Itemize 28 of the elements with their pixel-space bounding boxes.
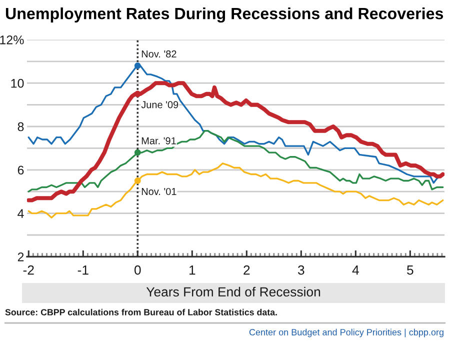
x-tick-label: 2 [244, 265, 250, 275]
source-note: Source: CBPP calculations from Bureau of Labor Statistics data. [5, 308, 277, 316]
x-tick-label: 1 [189, 266, 196, 275]
x-tick-label: 5 [407, 266, 414, 275]
x-tick-label: -1 [78, 266, 88, 275]
chart-title: Unemployment Rates During Recessions and Recoveries [6, 7, 444, 23]
text: Center on Budget and Policy Priorities | cbpp.org [249, 328, 444, 338]
y-tick-label: 2 [18, 252, 24, 262]
line-series [27, 81, 444, 202]
point [134, 62, 141, 69]
point [134, 149, 141, 156]
x-tick-label: -2 [23, 265, 34, 275]
y-tick-label: 10 [11, 78, 24, 88]
y-tick-label: 4 [18, 209, 24, 218]
y-tick-label: 6 [18, 166, 24, 175]
series-label: Nov. '82 [142, 50, 176, 58]
y-tick-label: 12% [0, 36, 24, 44]
y-tick-label: 8 [18, 122, 24, 132]
x-tick-label: 3 [298, 265, 304, 275]
series-label: June '09 [141, 101, 178, 108]
point [134, 178, 141, 184]
line-series [28, 162, 444, 218]
series-label: Mar. '91 [142, 137, 176, 144]
x-tick-label: 4 [352, 266, 359, 275]
x-axis-title: Years From End of Recession [146, 286, 320, 297]
series-label: Nov. '01 [142, 188, 176, 196]
x-tick-label: 0 [134, 265, 141, 275]
point [134, 90, 141, 98]
